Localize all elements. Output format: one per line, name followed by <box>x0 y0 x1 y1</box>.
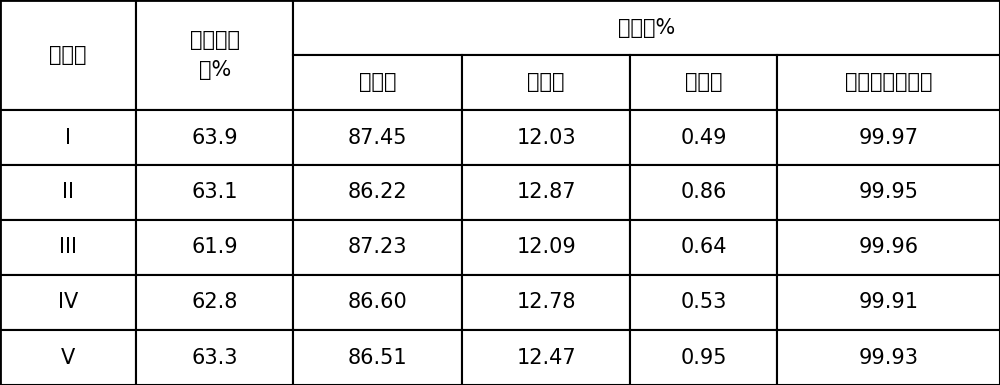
Text: 0.86: 0.86 <box>681 182 727 203</box>
Bar <box>462 110 630 165</box>
Bar <box>630 330 777 385</box>
Bar <box>462 165 630 220</box>
Bar <box>293 220 462 275</box>
Bar <box>136 110 293 165</box>
Text: 12.87: 12.87 <box>516 182 576 203</box>
Text: 0.64: 0.64 <box>681 238 727 258</box>
Bar <box>630 275 777 330</box>
Bar <box>630 220 777 275</box>
Bar <box>777 110 1000 165</box>
Text: 99.96: 99.96 <box>859 238 919 258</box>
Text: 61.9: 61.9 <box>191 238 238 258</box>
Text: 率%: 率% <box>199 60 231 80</box>
Text: 99.97: 99.97 <box>859 127 919 147</box>
Text: 催化剂: 催化剂 <box>49 45 87 65</box>
Bar <box>462 330 630 385</box>
Bar <box>462 220 630 275</box>
Bar <box>293 110 462 165</box>
Text: 0.49: 0.49 <box>681 127 727 147</box>
Text: 86.22: 86.22 <box>348 182 408 203</box>
Text: I: I <box>65 127 71 147</box>
Bar <box>462 275 630 330</box>
Bar <box>630 165 777 220</box>
Text: 99.91: 99.91 <box>859 293 919 313</box>
Bar <box>0 110 136 165</box>
Bar <box>630 110 777 165</box>
Text: 二乙胺: 二乙胺 <box>527 72 565 92</box>
Text: 0.95: 0.95 <box>681 348 727 368</box>
Bar <box>136 0 293 110</box>
Bar <box>462 55 630 110</box>
Text: 99.95: 99.95 <box>859 182 919 203</box>
Bar <box>0 220 136 275</box>
Text: 12.78: 12.78 <box>516 293 576 313</box>
Text: 选择性%: 选择性% <box>618 17 675 37</box>
Text: 63.1: 63.1 <box>191 182 238 203</box>
Text: 63.3: 63.3 <box>191 348 238 368</box>
Text: II: II <box>62 182 74 203</box>
Text: 一乙胺: 一乙胺 <box>359 72 396 92</box>
Text: 86.60: 86.60 <box>348 293 408 313</box>
Text: 0.53: 0.53 <box>681 293 727 313</box>
Bar <box>293 275 462 330</box>
Text: IV: IV <box>58 293 78 313</box>
Text: 86.51: 86.51 <box>348 348 408 368</box>
Bar <box>777 220 1000 275</box>
Bar <box>0 275 136 330</box>
Bar <box>293 165 462 220</box>
Bar <box>293 330 462 385</box>
Bar <box>136 330 293 385</box>
Text: III: III <box>59 238 77 258</box>
Bar <box>136 275 293 330</box>
Bar <box>293 55 462 110</box>
Text: 乙醇转化: 乙醇转化 <box>190 30 240 50</box>
Text: 12.09: 12.09 <box>516 238 576 258</box>
Bar <box>777 330 1000 385</box>
Text: 63.9: 63.9 <box>191 127 238 147</box>
Bar <box>0 165 136 220</box>
Text: 12.03: 12.03 <box>516 127 576 147</box>
Text: 99.93: 99.93 <box>859 348 919 368</box>
Bar <box>0 0 136 110</box>
Text: 乙基胺总选择性: 乙基胺总选择性 <box>845 72 932 92</box>
Text: 三乙胺: 三乙胺 <box>685 72 723 92</box>
Text: 12.47: 12.47 <box>516 348 576 368</box>
Bar <box>0 330 136 385</box>
Bar <box>630 55 777 110</box>
Text: 87.23: 87.23 <box>348 238 407 258</box>
Bar <box>777 165 1000 220</box>
Bar <box>777 55 1000 110</box>
Text: V: V <box>61 348 75 368</box>
Bar <box>777 275 1000 330</box>
Text: 62.8: 62.8 <box>191 293 238 313</box>
Bar <box>136 220 293 275</box>
Bar <box>293 0 1000 55</box>
Text: 87.45: 87.45 <box>348 127 407 147</box>
Bar <box>136 165 293 220</box>
